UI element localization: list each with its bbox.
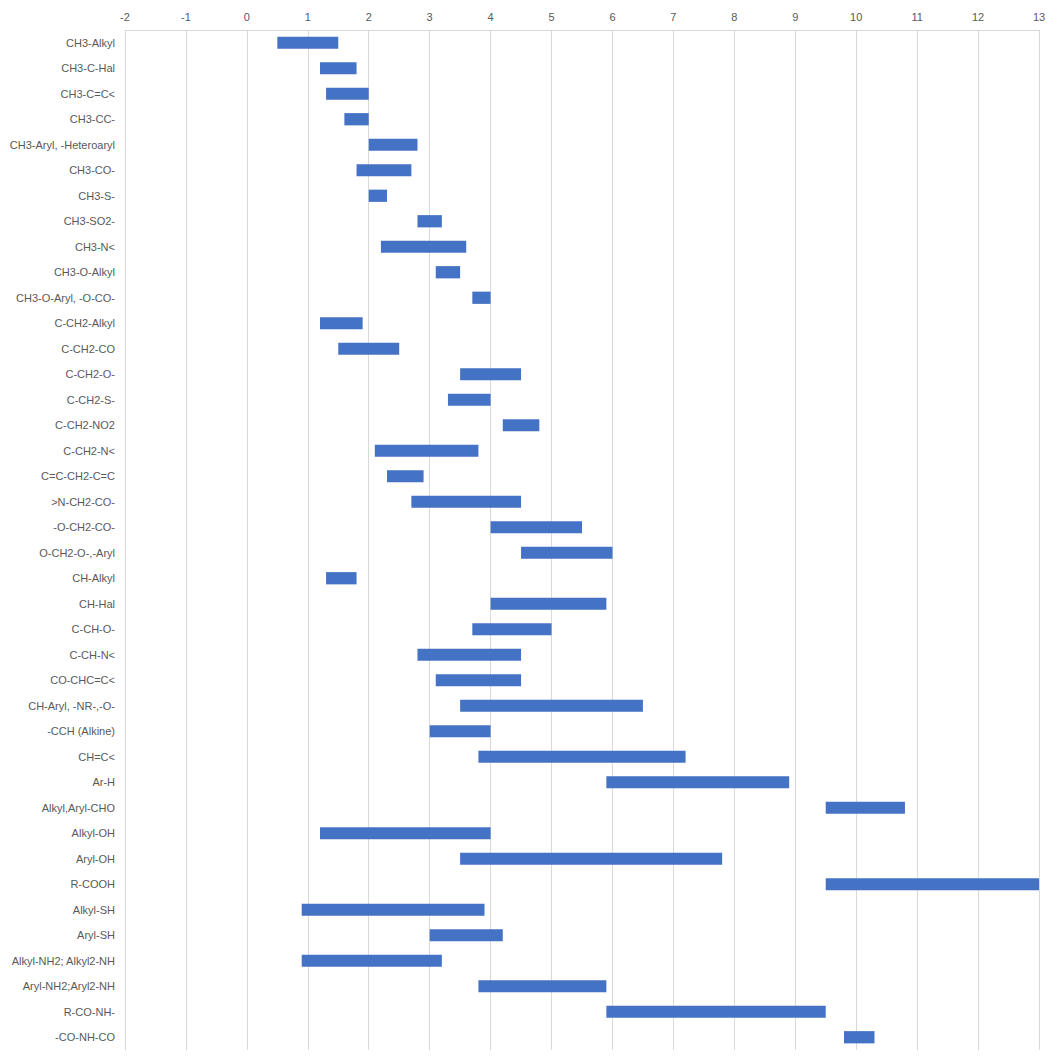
svg-text:Aryl-SH: Aryl-SH (77, 929, 115, 941)
svg-text:CH3-C=C<: CH3-C=C< (61, 88, 115, 100)
svg-text:CH-Aryl, -NR-,-O-: CH-Aryl, -NR-,-O- (28, 700, 115, 712)
svg-text:CH3-SO2-: CH3-SO2- (64, 215, 116, 227)
svg-text:>N-CH2-CO-: >N-CH2-CO- (51, 496, 115, 508)
svg-text:CO-CHC=C<: CO-CHC=C< (50, 674, 115, 686)
svg-text:2: 2 (366, 11, 372, 23)
svg-text:-1: -1 (181, 11, 191, 23)
svg-text:R-CO-NH-: R-CO-NH- (64, 1006, 116, 1018)
svg-text:1: 1 (305, 11, 311, 23)
svg-text:CH3-Alkyl: CH3-Alkyl (66, 37, 115, 49)
svg-text:6: 6 (609, 11, 615, 23)
svg-text:CH3-N<: CH3-N< (75, 241, 115, 253)
svg-text:10: 10 (850, 11, 862, 23)
svg-text:3: 3 (427, 11, 433, 23)
svg-text:C-CH2-O-: C-CH2-O- (66, 368, 116, 380)
svg-text:Alkyl-SH: Alkyl-SH (73, 904, 115, 916)
svg-text:C-CH-O-: C-CH-O- (72, 623, 116, 635)
svg-text:Aryl-NH2;Aryl2-NH: Aryl-NH2;Aryl2-NH (23, 980, 115, 992)
svg-text:R-COOH: R-COOH (70, 878, 115, 890)
svg-text:8: 8 (731, 11, 737, 23)
svg-text:CH3-C-Hal: CH3-C-Hal (61, 62, 115, 74)
svg-text:-CO-NH-CO: -CO-NH-CO (55, 1031, 115, 1043)
svg-text:9: 9 (792, 11, 798, 23)
svg-text:CH3-O-Alkyl: CH3-O-Alkyl (54, 266, 115, 278)
svg-text:C=C-CH2-C=C: C=C-CH2-C=C (41, 470, 115, 482)
svg-text:CH=C<: CH=C< (78, 751, 115, 763)
svg-text:Ar-H: Ar-H (92, 776, 115, 788)
svg-text:5: 5 (548, 11, 554, 23)
svg-text:C-CH2-S-: C-CH2-S- (67, 394, 116, 406)
svg-text:4: 4 (488, 11, 494, 23)
svg-text:Alkyl-NH2; Alkyl2-NH: Alkyl-NH2; Alkyl2-NH (12, 955, 115, 967)
svg-text:C-CH2-NO2: C-CH2-NO2 (55, 419, 115, 431)
svg-text:C-CH2-CO: C-CH2-CO (61, 343, 115, 355)
svg-text:C-CH-N<: C-CH-N< (69, 649, 115, 661)
svg-text:CH3-S-: CH3-S- (78, 190, 115, 202)
svg-text:11: 11 (911, 11, 922, 23)
svg-text:CH3-CC-: CH3-CC- (70, 113, 116, 125)
svg-text:CH3-Aryl, -Heteroaryl: CH3-Aryl, -Heteroaryl (10, 139, 115, 151)
svg-text:C-CH2-N<: C-CH2-N< (63, 445, 115, 457)
svg-text:7: 7 (670, 11, 676, 23)
svg-text:0: 0 (244, 11, 250, 23)
svg-text:Aryl-OH: Aryl-OH (76, 853, 115, 865)
svg-text:CH3-O-Aryl, -O-CO-: CH3-O-Aryl, -O-CO- (16, 292, 115, 304)
svg-text:C-CH2-Alkyl: C-CH2-Alkyl (55, 317, 116, 329)
svg-text:CH-Alkyl: CH-Alkyl (72, 572, 115, 584)
svg-text:Alkyl,Aryl-CHO: Alkyl,Aryl-CHO (42, 802, 116, 814)
svg-text:13: 13 (1033, 11, 1045, 23)
svg-text:O-CH2-O-,-Aryl: O-CH2-O-,-Aryl (39, 547, 115, 559)
svg-text:CH3-CO-: CH3-CO- (69, 164, 115, 176)
svg-text:CH-Hal: CH-Hal (79, 598, 115, 610)
svg-text:Alkyl-OH: Alkyl-OH (72, 827, 115, 839)
svg-text:-2: -2 (120, 11, 130, 23)
svg-text:12: 12 (972, 11, 984, 23)
svg-text:-O-CH2-CO-: -O-CH2-CO- (53, 521, 115, 533)
svg-text:-CCH (Alkine): -CCH (Alkine) (47, 725, 115, 737)
